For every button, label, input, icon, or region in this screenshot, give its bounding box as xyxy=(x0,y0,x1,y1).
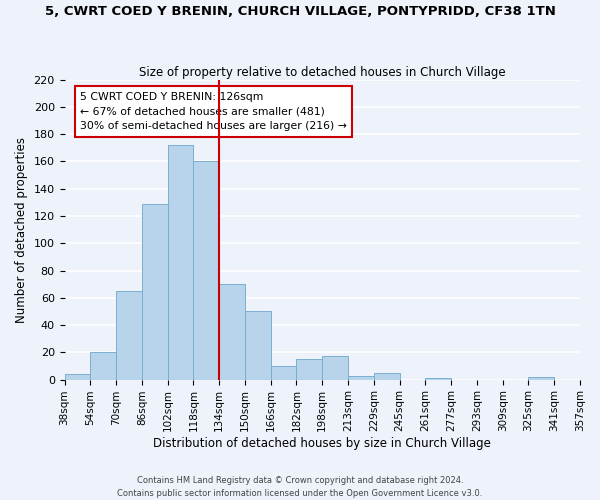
Text: Contains HM Land Registry data © Crown copyright and database right 2024.
Contai: Contains HM Land Registry data © Crown c… xyxy=(118,476,482,498)
Bar xyxy=(142,204,167,380)
Title: Size of property relative to detached houses in Church Village: Size of property relative to detached ho… xyxy=(139,66,506,78)
Bar xyxy=(296,359,322,380)
Bar xyxy=(425,378,451,380)
Bar xyxy=(193,162,219,380)
Bar xyxy=(167,145,193,380)
Bar xyxy=(271,366,296,380)
Y-axis label: Number of detached properties: Number of detached properties xyxy=(15,136,28,322)
Bar xyxy=(348,376,374,380)
Bar xyxy=(91,352,116,380)
Bar xyxy=(116,291,142,380)
Bar xyxy=(219,284,245,380)
Text: 5, CWRT COED Y BRENIN, CHURCH VILLAGE, PONTYPRIDD, CF38 1TN: 5, CWRT COED Y BRENIN, CHURCH VILLAGE, P… xyxy=(44,5,556,18)
Bar xyxy=(65,374,91,380)
Bar xyxy=(322,356,348,380)
X-axis label: Distribution of detached houses by size in Church Village: Distribution of detached houses by size … xyxy=(154,437,491,450)
Bar xyxy=(529,377,554,380)
Text: 5 CWRT COED Y BRENIN: 126sqm
← 67% of detached houses are smaller (481)
30% of s: 5 CWRT COED Y BRENIN: 126sqm ← 67% of de… xyxy=(80,92,347,132)
Bar xyxy=(245,312,271,380)
Bar xyxy=(374,373,400,380)
